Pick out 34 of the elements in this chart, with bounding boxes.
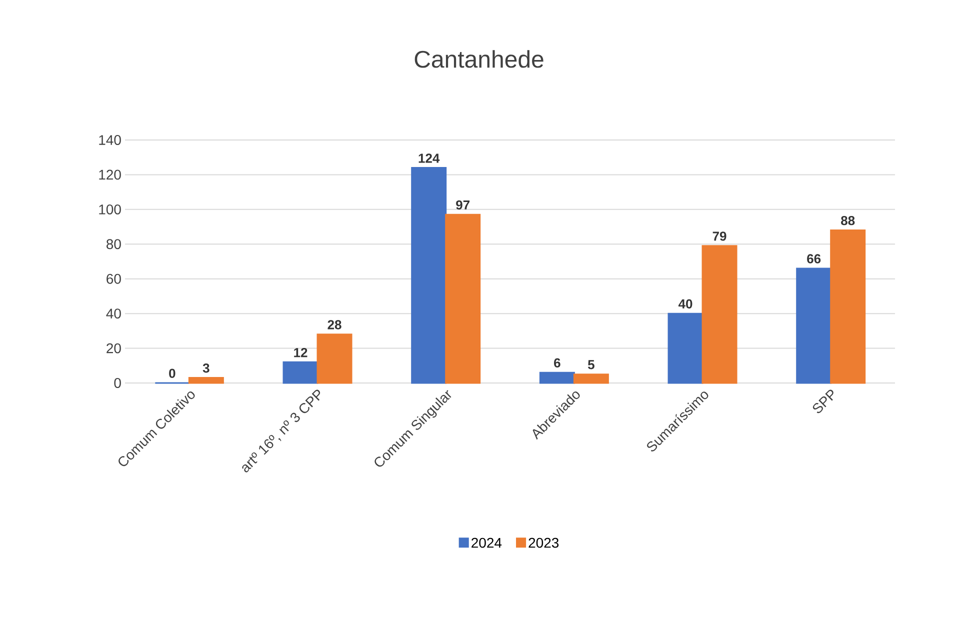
data-label: 40 — [678, 299, 692, 308]
chart-title: Cantanhede — [414, 50, 544, 68]
y-tick-label: 60 — [106, 274, 121, 284]
y-tick-label: 20 — [106, 343, 121, 354]
y-tick-label: 40 — [106, 308, 121, 319]
legend-label: 2024 — [472, 538, 502, 548]
bar — [188, 377, 224, 384]
y-tick-label: 120 — [99, 170, 121, 180]
bar — [539, 372, 575, 384]
data-label: 79 — [712, 232, 726, 241]
y-tick-label: 100 — [99, 204, 121, 214]
data-label: 5 — [588, 360, 594, 370]
bar — [282, 361, 318, 384]
bar — [573, 374, 609, 384]
data-label: 88 — [841, 216, 855, 226]
bar — [830, 230, 866, 384]
y-tick-label: 80 — [106, 239, 121, 250]
data-label: 97 — [456, 200, 470, 210]
bar — [668, 312, 704, 384]
y-tick-label: 0 — [114, 378, 121, 388]
data-label: 0 — [169, 368, 176, 378]
data-label: 124 — [418, 154, 440, 163]
y-tick-label: 140 — [99, 135, 121, 145]
data-label: 6 — [554, 358, 560, 368]
legend-label: 2023 — [528, 538, 559, 548]
data-label: 3 — [202, 363, 210, 373]
bar — [411, 167, 447, 384]
data-label: 28 — [328, 320, 342, 330]
bar — [445, 214, 481, 384]
bar — [702, 245, 738, 384]
bar — [796, 268, 832, 384]
data-label: 66 — [807, 254, 821, 264]
data-label: 12 — [294, 348, 308, 358]
bar — [316, 334, 352, 384]
